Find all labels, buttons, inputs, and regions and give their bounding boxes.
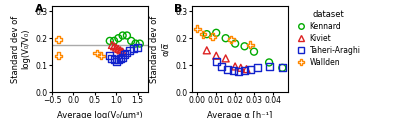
Point (115, 37, 122, 39)
Point (238, 67, 244, 69)
Point (200, 33, 206, 35)
Point (232, 65, 238, 67)
X-axis label: Average log(V₀/μm³): Average log(V₀/μm³) (57, 111, 143, 118)
Point (111, 59, 117, 61)
Point (117, 57, 124, 59)
Point (126, 49, 132, 51)
Point (106, 55, 113, 57)
Point (236, 71, 242, 73)
Point (132, 43, 139, 44)
Point (113, 60, 120, 62)
Point (94, 52, 100, 54)
Point (117, 49, 124, 51)
Point (224, 68, 231, 70)
Point (130, 48, 136, 50)
Point (279, 67, 286, 69)
Point (120, 56, 126, 58)
Text: B: B (174, 4, 183, 14)
Point (213, 55, 220, 57)
Point (204, 33, 210, 35)
Text: A: A (35, 4, 43, 14)
Point (266, 65, 272, 67)
Point (124, 52, 130, 54)
Point (251, 51, 257, 53)
Point (120, 35, 126, 36)
Point (241, 70, 248, 72)
Point (106, 40, 113, 42)
Point (228, 39, 234, 40)
Point (128, 40, 134, 42)
Point (109, 57, 115, 59)
Point (241, 45, 248, 47)
Point (115, 48, 122, 50)
Legend: Kennard, Kiviet, Taheri-Araghi, Wallden: Kennard, Kiviet, Taheri-Araghi, Wallden (297, 10, 361, 67)
Point (111, 40, 117, 42)
Point (98, 55, 104, 57)
Point (219, 65, 225, 67)
Point (124, 35, 130, 36)
Point (279, 67, 286, 69)
Point (134, 47, 141, 49)
Y-axis label: Standard dev of
log(V₀/̅V₀): Standard dev of log(V₀/̅V₀) (11, 15, 30, 83)
Point (209, 36, 216, 38)
Point (113, 47, 120, 49)
Point (243, 68, 250, 70)
Point (232, 43, 238, 44)
Point (111, 45, 117, 47)
Point (230, 70, 236, 72)
Point (204, 49, 210, 51)
Point (109, 44, 115, 46)
Point (247, 44, 254, 46)
Point (222, 37, 229, 39)
Point (115, 59, 122, 61)
Point (55, 55, 62, 57)
Point (55, 39, 62, 40)
Point (254, 67, 261, 69)
Point (136, 43, 143, 44)
Point (222, 57, 229, 59)
Point (266, 61, 272, 63)
Point (194, 28, 200, 30)
X-axis label: Average α [h⁻¹]: Average α [h⁻¹] (207, 111, 272, 118)
Point (247, 68, 254, 70)
Point (213, 32, 220, 34)
Point (122, 53, 128, 55)
Point (213, 60, 220, 62)
Point (120, 51, 126, 53)
Y-axis label: Standard dev of
α/α̅: Standard dev of α/α̅ (150, 15, 170, 83)
